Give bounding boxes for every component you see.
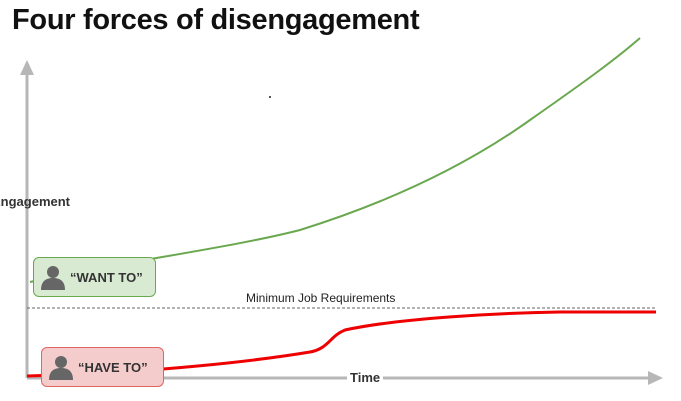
- want-to-callout: “WANT TO”: [33, 257, 156, 297]
- minimum-requirements-label: Minimum Job Requirements: [246, 291, 396, 305]
- x-axis-arrowhead: [648, 371, 663, 385]
- stray-dot: [269, 96, 271, 98]
- slide-title: Four forces of disengagement: [12, 4, 420, 36]
- want-to-label: “WANT TO”: [70, 269, 143, 285]
- person-icon: [49, 356, 73, 380]
- have-to-callout: “HAVE TO”: [41, 347, 164, 387]
- x-axis-label: Time: [347, 370, 384, 385]
- want-to-curve: [29, 37, 641, 283]
- y-axis-label: Engagement: [0, 194, 70, 209]
- have-to-label: “HAVE TO”: [78, 359, 148, 375]
- person-icon: [41, 266, 65, 290]
- y-axis-arrowhead: [20, 60, 34, 75]
